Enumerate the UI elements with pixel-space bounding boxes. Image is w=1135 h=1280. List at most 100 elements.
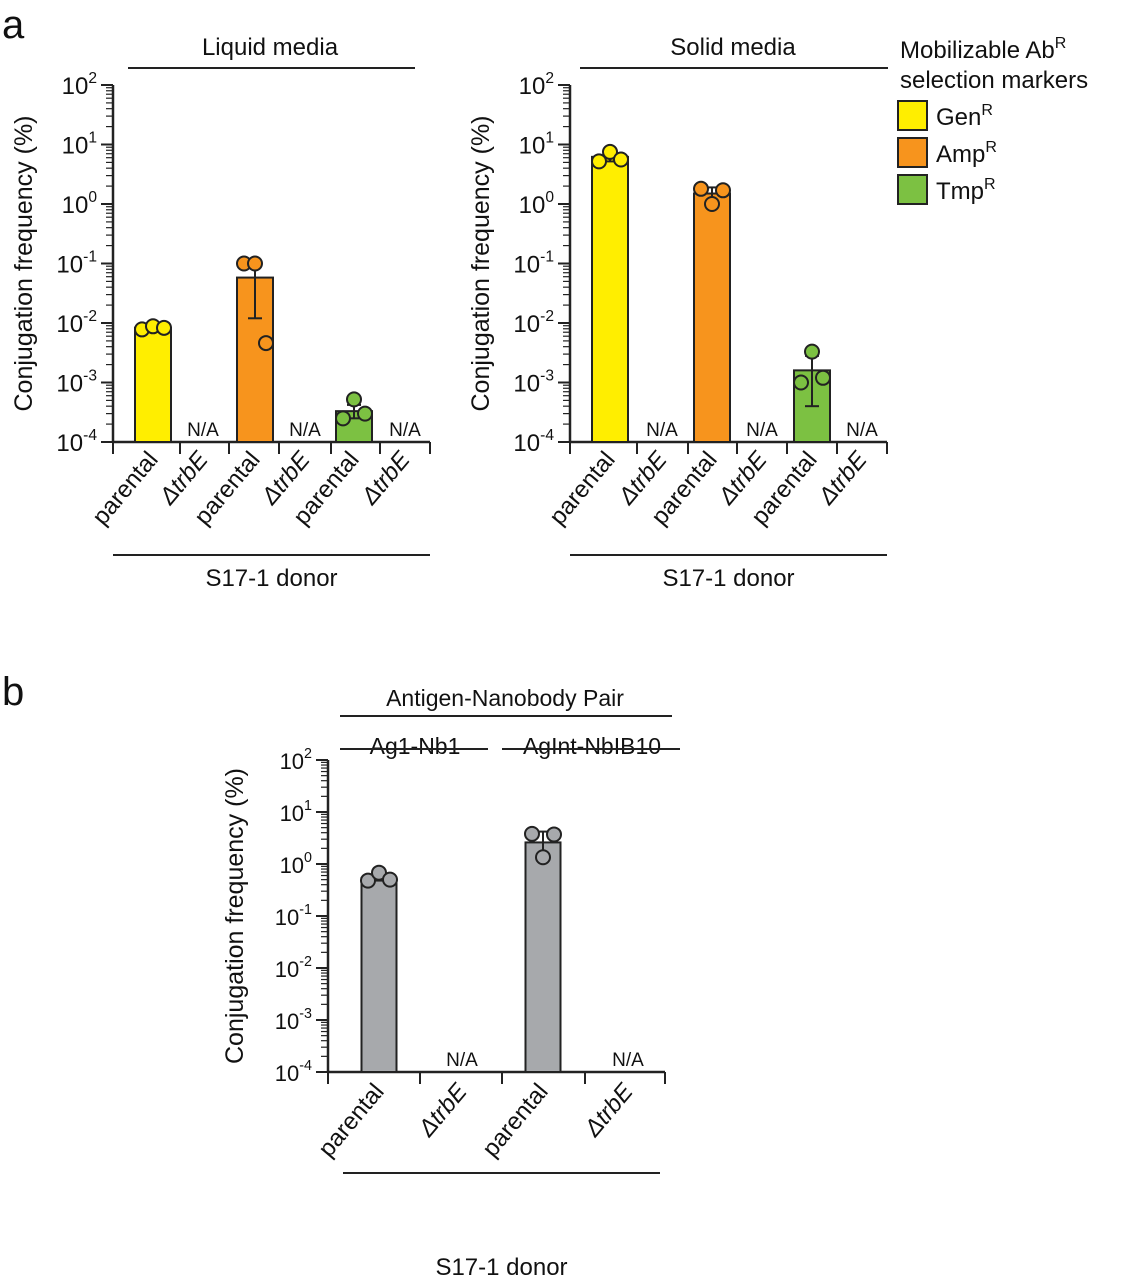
data-point (804, 343, 820, 360)
bar (360, 876, 398, 1073)
y-tick-exponent: -1 (299, 902, 312, 918)
y-tick-exponent: 2 (304, 746, 312, 762)
y-tick-exponent: -2 (540, 308, 554, 325)
y-tick-exponent: 0 (88, 189, 97, 206)
y-tick-base: 10 (62, 133, 89, 160)
data-point (524, 825, 540, 842)
data-point (793, 374, 809, 391)
y-tick-label: 10-2 (56, 308, 97, 338)
y-tick-base: 10 (56, 311, 83, 338)
y-tick-base: 10 (519, 192, 546, 219)
y-tick-base: 10 (56, 252, 83, 279)
na-label: N/A (746, 420, 778, 441)
y-tick-base: 10 (275, 1061, 299, 1086)
x-category-label: parental (477, 1079, 553, 1163)
y-tick-label: 10-3 (513, 368, 554, 398)
y-tick-exponent: -2 (83, 308, 97, 325)
legend-entry-sup: R (984, 176, 996, 193)
y-tick-exponent: -3 (299, 1006, 312, 1022)
y-axis-label: Conjugation frequency (%) (467, 116, 495, 412)
y-tick-exponent: -3 (540, 368, 554, 385)
y-tick-base: 10 (280, 801, 304, 826)
y-tick-base: 10 (62, 73, 89, 100)
x-category-label: parental (544, 447, 620, 531)
legend-entry-name: Gen (936, 104, 981, 131)
y-tick-exponent: -1 (83, 249, 97, 266)
legend-entry-sup: R (981, 102, 993, 119)
y-tick-exponent: -4 (299, 1058, 312, 1074)
y-tick-base: 10 (56, 430, 83, 457)
legend-entry-name: Amp (936, 141, 985, 168)
y-tick-exponent: -4 (83, 427, 97, 444)
y-tick-base: 10 (513, 311, 540, 338)
legend-title-line2: selection markers (900, 67, 1088, 94)
y-tick-label: 101 (62, 130, 97, 160)
y-tick-base: 10 (280, 853, 304, 878)
data-point (357, 405, 373, 422)
y-tick-label: 102 (62, 70, 97, 100)
legend-swatch (897, 174, 928, 205)
legend-title-text: Mobilizable Ab (900, 37, 1055, 64)
y-tick-label: 100 (280, 850, 312, 878)
data-point (258, 335, 274, 352)
y-tick-exponent: 0 (304, 850, 312, 866)
data-point (346, 391, 362, 408)
x-category-label: ΔtrbE (579, 1078, 640, 1143)
y-tick-label: 10-4 (275, 1058, 312, 1086)
data-point (156, 319, 172, 336)
y-tick-exponent: -3 (83, 368, 97, 385)
y-tick-exponent: -1 (540, 249, 554, 266)
y-axis-label: Conjugation frequency (%) (221, 768, 249, 1064)
data-point (613, 151, 629, 168)
data-point (704, 196, 720, 212)
y-tick-label: 10-1 (56, 249, 97, 279)
na-label: N/A (612, 1050, 644, 1071)
na-label: N/A (846, 420, 878, 441)
na-label: N/A (187, 420, 219, 441)
y-tick-base: 10 (513, 252, 540, 279)
y-tick-label: 102 (280, 746, 312, 774)
panel-title: Solid media (670, 34, 796, 61)
legend-entry-sup: R (985, 139, 997, 156)
y-tick-label: 100 (62, 189, 98, 219)
group-header: Antigen-Nanobody Pair (386, 685, 624, 711)
y-tick-label: 102 (519, 70, 554, 100)
y-tick-base: 10 (513, 371, 540, 398)
data-point (371, 864, 387, 881)
legend-swatch (897, 100, 928, 131)
legend-entry-label: AmpR (936, 139, 997, 168)
y-tick-exponent: -4 (540, 427, 554, 444)
bar (591, 155, 629, 443)
data-point (535, 849, 551, 866)
donor-label: S17-1 donor (662, 565, 794, 592)
y-tick-label: 10-1 (513, 249, 554, 279)
donor-label: S17-1 donor (435, 1254, 567, 1280)
x-category-label: parental (87, 447, 163, 531)
donor-label: S17-1 donor (205, 565, 337, 592)
y-tick-base: 10 (275, 957, 299, 982)
bar (693, 192, 731, 443)
data-point (382, 871, 398, 888)
panel-title: Liquid media (202, 34, 339, 61)
y-tick-label: 10-3 (56, 368, 97, 398)
y-tick-label: 10-2 (275, 954, 312, 982)
y-tick-label: 10-3 (275, 1006, 312, 1034)
y-tick-label: 100 (519, 189, 555, 219)
data-point (247, 255, 263, 272)
y-tick-exponent: 1 (545, 130, 554, 147)
y-tick-base: 10 (280, 749, 304, 774)
y-tick-exponent: 0 (545, 189, 554, 206)
y-tick-label: 10-4 (56, 427, 97, 457)
legend-entry-label: TmpR (936, 176, 996, 205)
legend-title-sup: R (1055, 35, 1067, 52)
panel-letter: a (2, 3, 25, 47)
data-point (591, 153, 607, 170)
legend-swatch (897, 137, 928, 168)
y-tick-label: 10-4 (513, 427, 554, 457)
na-label: N/A (389, 420, 421, 441)
bar (524, 841, 562, 1073)
x-category-label: ΔtrbE (813, 446, 874, 511)
x-category-label: ΔtrbE (356, 446, 417, 511)
na-label: N/A (289, 420, 321, 441)
